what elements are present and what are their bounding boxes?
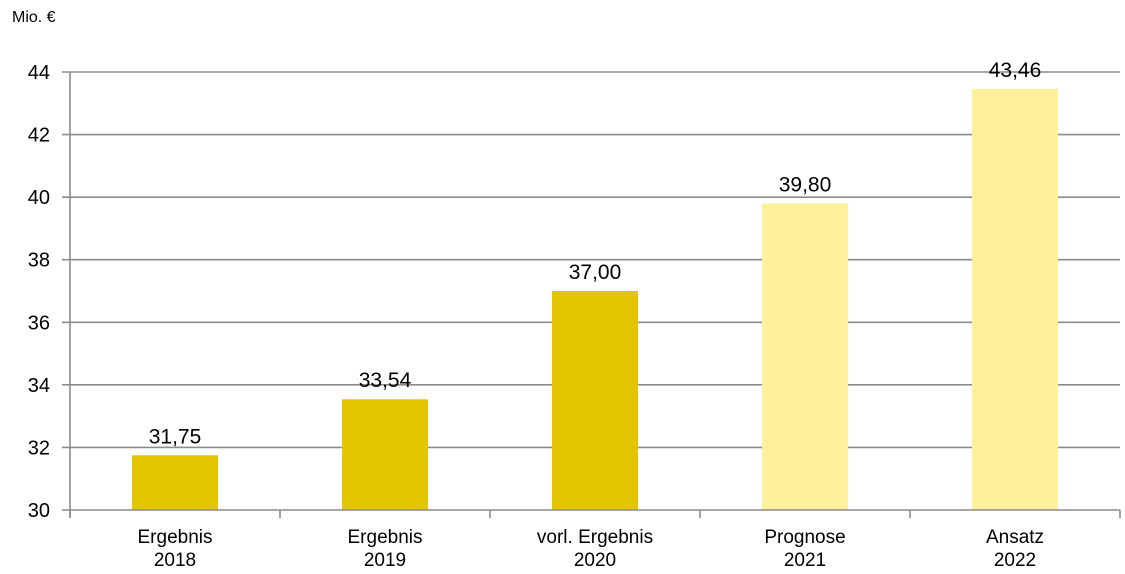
data-labels: 31,75 33,54 37,00 39,80 43,46	[149, 59, 1042, 448]
data-label: 33,54	[359, 369, 412, 392]
y-tick-label: 34	[28, 375, 50, 397]
y-axis-ticks: 30 32 34 36 38 40 42 44	[28, 62, 50, 522]
category-label-line1: Ergebnis	[138, 527, 213, 548]
y-unit-label: Mio. €	[12, 9, 56, 26]
category-label-line1: Ansatz	[986, 527, 1044, 548]
y-tick-label: 38	[28, 250, 50, 272]
data-label: 43,46	[989, 59, 1042, 82]
bar	[762, 203, 848, 510]
y-tick-label: 44	[28, 62, 50, 84]
category-label-line2: 2022	[994, 550, 1036, 571]
bar	[972, 88, 1058, 510]
x-axis	[62, 72, 1121, 518]
category-label-line2: 2020	[574, 550, 616, 571]
bar	[552, 291, 638, 510]
y-tick-label: 40	[28, 187, 50, 209]
y-tick-label: 32	[28, 437, 50, 459]
y-tick-label: 42	[28, 125, 50, 147]
data-label: 39,80	[779, 173, 832, 196]
data-label: 31,75	[149, 425, 202, 448]
category-label-line1: Prognose	[764, 527, 845, 548]
data-label: 37,00	[569, 261, 622, 284]
y-tick-label: 36	[28, 312, 50, 334]
category-label-line2: 2019	[364, 550, 406, 571]
bars	[132, 88, 1058, 510]
bar	[132, 455, 218, 510]
category-label-line2: 2021	[784, 550, 826, 571]
category-label-line1: vorl. Ergebnis	[537, 527, 653, 548]
bar	[342, 399, 428, 510]
category-label-line1: Ergebnis	[348, 527, 423, 548]
category-label-line2: 2018	[154, 550, 196, 571]
y-tick-label: 30	[28, 500, 50, 522]
